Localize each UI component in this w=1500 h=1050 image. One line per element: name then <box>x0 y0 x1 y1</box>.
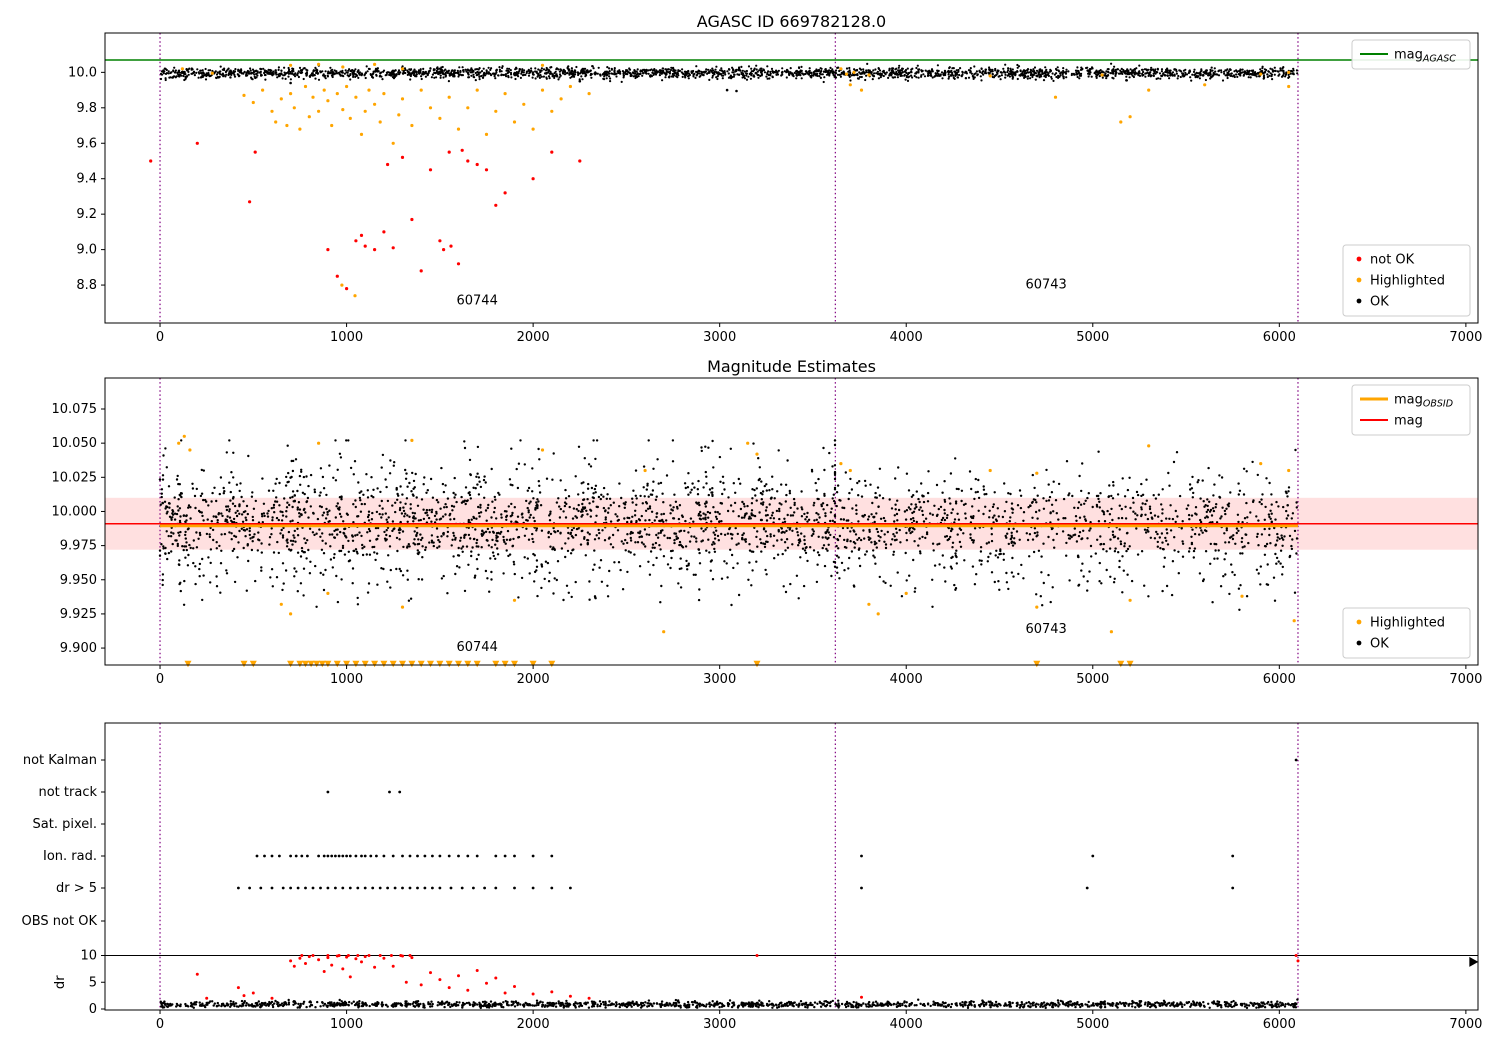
plot1-title: AGASC ID 669782128.0 <box>696 12 887 31</box>
svg-text:3000: 3000 <box>703 330 736 345</box>
dr-ok-cloud <box>159 998 1299 1010</box>
mags-highlighted <box>180 62 1291 298</box>
mags-vlines <box>159 33 1299 323</box>
svg-text:10.0: 10.0 <box>68 65 97 80</box>
mag-estimates-ok-cloud <box>159 445 1299 598</box>
mag-estimates-highlighted-clipped <box>184 660 1134 668</box>
svg-text:60744: 60744 <box>456 294 497 309</box>
svg-text:0: 0 <box>156 330 164 345</box>
flags-axes: 0 1000 2000 3000 4000 5000 6000 7000 <box>104 722 1482 1032</box>
svg-text:60743: 60743 <box>1025 278 1066 293</box>
mags-legend-0: magAGASC <box>1351 39 1471 70</box>
mags-ok-cloud <box>159 62 1299 84</box>
svg-text:1000: 1000 <box>330 330 363 345</box>
svg-text:6000: 6000 <box>1263 330 1296 345</box>
svg-text:9.2: 9.2 <box>76 207 97 222</box>
mags-plot: 60744 60743 0 1000 2000 3000 4000 5000 6000 7000 8… <box>68 32 1482 345</box>
mag-estimates-ok-clusters <box>158 439 837 606</box>
mag-estimates-highlighted <box>177 434 1296 634</box>
svg-text:5000: 5000 <box>1076 330 1109 345</box>
svg-text:9.6: 9.6 <box>76 136 97 151</box>
mags-annotations: 60744 60743 <box>456 278 1066 309</box>
mags-axes: 0 1000 2000 3000 4000 5000 6000 7000 8.8 9.0 9.2 9.… <box>68 32 1482 345</box>
svg-text:OK: OK <box>1370 295 1389 310</box>
svg-text:2000: 2000 <box>517 330 550 345</box>
svg-text:8.8: 8.8 <box>76 278 97 293</box>
plot2-title: Magnitude Estimates <box>707 357 876 376</box>
svg-text:not OK: not OK <box>1370 253 1415 268</box>
svg-text:4000: 4000 <box>890 330 923 345</box>
svg-text:9.0: 9.0 <box>76 243 97 258</box>
svg-text:9.8: 9.8 <box>76 101 97 116</box>
svg-text:Highlighted: Highlighted <box>1370 274 1445 289</box>
mag-estimates-ok-low <box>161 562 1297 611</box>
mags-not-ok <box>149 141 582 291</box>
mags-ok-outliers <box>289 79 1128 93</box>
mag-estimates-axes: 0 1000 2000 3000 4000 5000 6000 70009.9009.9259… <box>52 377 1482 687</box>
right-edge-marker <box>1469 956 1479 967</box>
flags-vlines <box>159 723 1299 1010</box>
svg-text:9.4: 9.4 <box>76 172 97 187</box>
dr-not-ok <box>195 954 1300 1000</box>
mags-legend-1: not OK Highlighted OK <box>1342 244 1471 317</box>
svg-text:7000: 7000 <box>1449 330 1482 345</box>
